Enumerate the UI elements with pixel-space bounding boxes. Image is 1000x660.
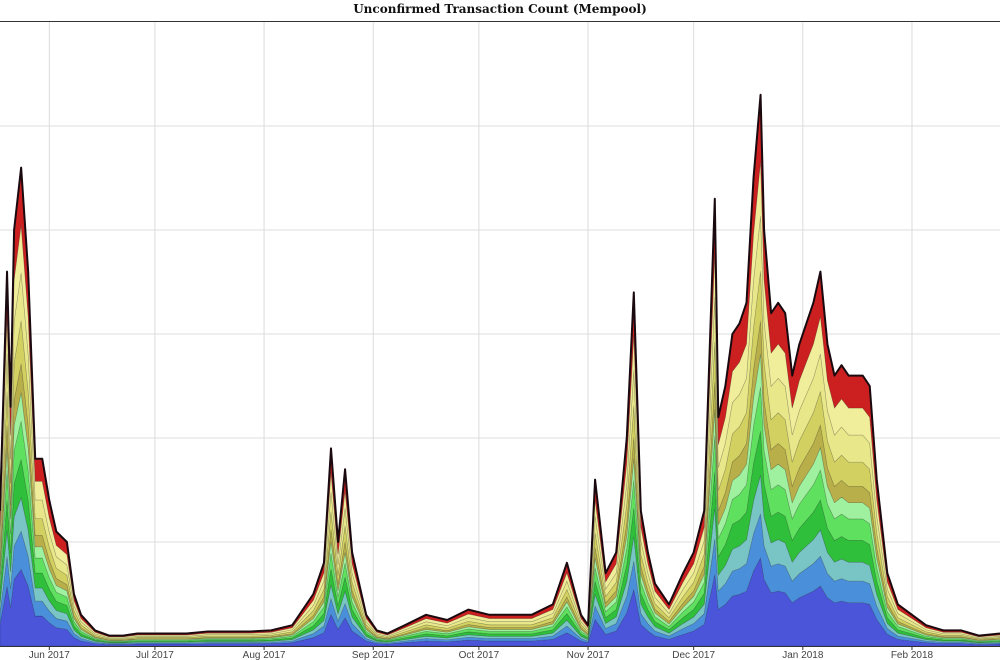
x-tick-label: Sep 2017	[352, 650, 395, 660]
total-outline	[0, 93, 1000, 637]
x-tick-label: Jul 2017	[136, 650, 174, 660]
x-tick-label: Oct 2017	[459, 650, 500, 660]
x-tick-label: Jan 2018	[782, 650, 824, 660]
chart-title: Unconfirmed Transaction Count (Mempool)	[353, 2, 647, 16]
x-tick-label: Dec 2017	[672, 650, 715, 660]
x-tick-label: Jun 2017	[29, 650, 71, 660]
total-line	[0, 93, 1000, 637]
x-tick-label: Aug 2017	[243, 650, 286, 660]
x-axis-ticks: Jun 2017 Jul 2017 Aug 2017 Sep 2017 Oct 2017…	[29, 646, 934, 660]
x-tick-label: Nov 2017	[567, 650, 610, 660]
stacked-bands	[0, 94, 1000, 647]
x-tick-label: Feb 2018	[891, 650, 934, 660]
